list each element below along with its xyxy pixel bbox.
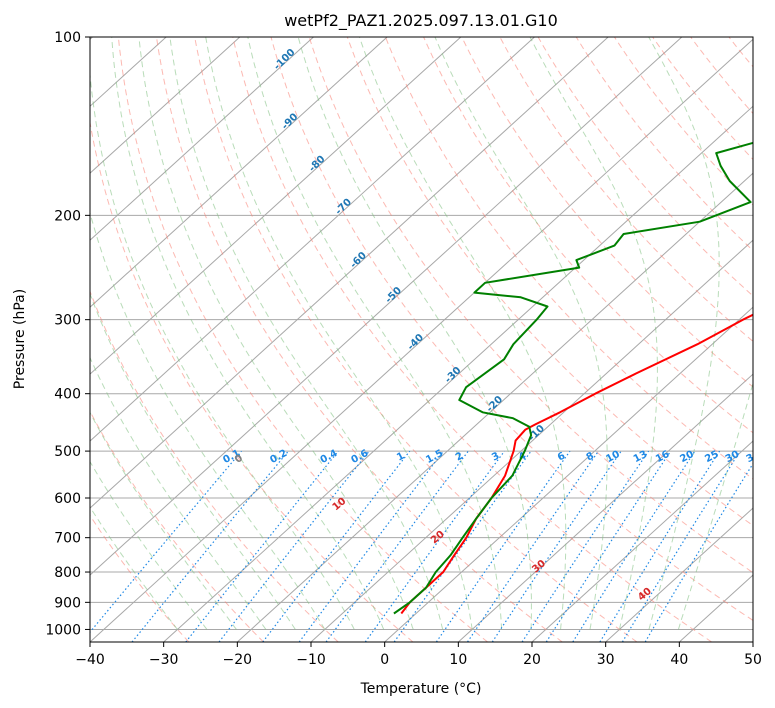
y-tick-label: 100: [54, 30, 81, 46]
moist-adiabat-line: [90, 69, 355, 630]
mixing-ratio-label: 36: [745, 449, 762, 465]
moist-adiabat-line: [358, 37, 567, 630]
y-tick-label: 600: [54, 491, 81, 507]
dry-adiabat-line: [194, 37, 638, 642]
moist-adiabat-line: [529, 37, 658, 630]
y-tick-label: 400: [54, 387, 81, 403]
mixing-ratio-line: [185, 450, 339, 642]
dry-adiabat-line: [499, 37, 753, 343]
mixing-ratio-line: [393, 450, 532, 642]
moist-adiabat-line: [169, 37, 444, 630]
isotherm-line: [457, 373, 753, 642]
mixing-ratio-label: 2: [454, 450, 465, 463]
isotherm-line: [90, 37, 683, 576]
moist-adiabat-line: [90, 460, 208, 630]
dry-adiabat-line: [385, 37, 753, 480]
isotherm-line: [90, 37, 609, 509]
chart-title: wetPf2_PAZ1.2025.097.13.01.G10: [284, 11, 558, 31]
moist-adiabat-line: [648, 37, 720, 630]
isotherm-line: [90, 38, 753, 642]
isotherm-line: [605, 507, 753, 642]
isotherm-line: [90, 37, 241, 174]
y-tick-label: 800: [54, 565, 81, 581]
y-tick-label: 200: [54, 208, 81, 224]
dry-adiabat-line: [90, 410, 264, 642]
plot-frame: [89, 36, 754, 643]
profile-series: [393, 141, 753, 615]
x-tick-label: −30: [149, 652, 179, 668]
moist-adiabat-line: [677, 381, 753, 630]
dry-adiabat-line: [232, 37, 712, 642]
background-lines: [90, 37, 753, 642]
dry-adiabat-line: [537, 37, 753, 297]
moist-adiabat-line: [90, 292, 296, 630]
moist-adiabat-line: [90, 506, 178, 630]
mixing-ratio-label: 8: [585, 450, 596, 463]
isotherm-line: [531, 440, 753, 642]
x-axis: −40 −30 −20 −10 0 10 20 30 40 50: [75, 642, 762, 668]
moist-adiabat-line: [247, 37, 503, 630]
x-tick-label: −10: [296, 652, 326, 668]
y-tick-label: 500: [54, 444, 81, 460]
moist-adiabat-line: [138, 37, 414, 630]
mixing-ratio-line: [621, 450, 741, 642]
moist-adiabat-line: [434, 37, 608, 630]
mixing-ratio-line: [90, 450, 242, 634]
x-tick-label: −40: [75, 652, 105, 668]
isotherm-line: [236, 172, 753, 642]
moist-adiabat-line: [111, 37, 385, 630]
moist-adiabat-line: [90, 411, 237, 630]
moist-adiabat-line: [297, 37, 532, 630]
moist-adiabat-line: [205, 37, 473, 630]
mixing-ratio-line: [218, 450, 370, 642]
y-tick-label: 900: [54, 595, 81, 611]
dry-adiabat-line: [90, 290, 339, 642]
y-axis-label: Pressure (hPa): [12, 289, 28, 389]
mixing-ratio-line: [644, 462, 753, 642]
isotherm-line: [163, 105, 753, 642]
temperature-line: [400, 313, 753, 615]
isotherm-line: [90, 37, 462, 375]
dry-adiabat-line: [156, 37, 563, 642]
isotherm-line: [90, 37, 388, 308]
mixing-ratio-line: [262, 450, 411, 642]
x-axis-label: Temperature (°C): [360, 681, 482, 697]
dry-adiabat-line: [90, 119, 414, 642]
mixing-ratio-line: [599, 450, 721, 642]
dry-adiabat-line: [346, 37, 753, 527]
isotherm-line: [90, 37, 314, 241]
dewpoint-line: [393, 141, 753, 615]
dry-adiabat-line: [117, 37, 488, 642]
x-tick-label: 0: [380, 652, 389, 668]
isotherm-line: [384, 306, 753, 642]
moist-adiabat-line: [90, 356, 267, 630]
x-tick-label: 20: [523, 652, 541, 668]
y-tick-label: 300: [54, 313, 81, 329]
mixing-ratio-label: 1: [395, 450, 406, 463]
dry-adiabat-line: [308, 37, 753, 574]
y-tick-label: 1000: [45, 622, 81, 638]
mixing-ratio-line: [364, 450, 505, 642]
x-tick-label: −20: [223, 652, 253, 668]
x-tick-label: 30: [597, 652, 615, 668]
mixing-ratio-line: [435, 450, 571, 642]
y-axis: 100 200 300 400 500 600 700 800 900 1000: [45, 30, 90, 638]
isotherm-line: [310, 239, 753, 642]
x-tick-label: 40: [670, 652, 688, 668]
dry-adiabat-line: [652, 37, 753, 161]
mixing-ratio-label: 6: [556, 450, 567, 463]
x-tick-label: 10: [449, 652, 467, 668]
dry-adiabat-line: [575, 37, 753, 252]
mixing-ratio-line: [572, 450, 696, 642]
mixing-ratio-line: [467, 450, 599, 642]
y-tick-label: 700: [54, 531, 81, 547]
mixing-ratio-line: [545, 450, 672, 642]
dry-adiabat-line: [461, 37, 753, 388]
x-tick-label: 50: [744, 652, 762, 668]
mixing-ratio-label: 3: [490, 450, 501, 463]
mixing-ratio-line: [131, 450, 289, 642]
